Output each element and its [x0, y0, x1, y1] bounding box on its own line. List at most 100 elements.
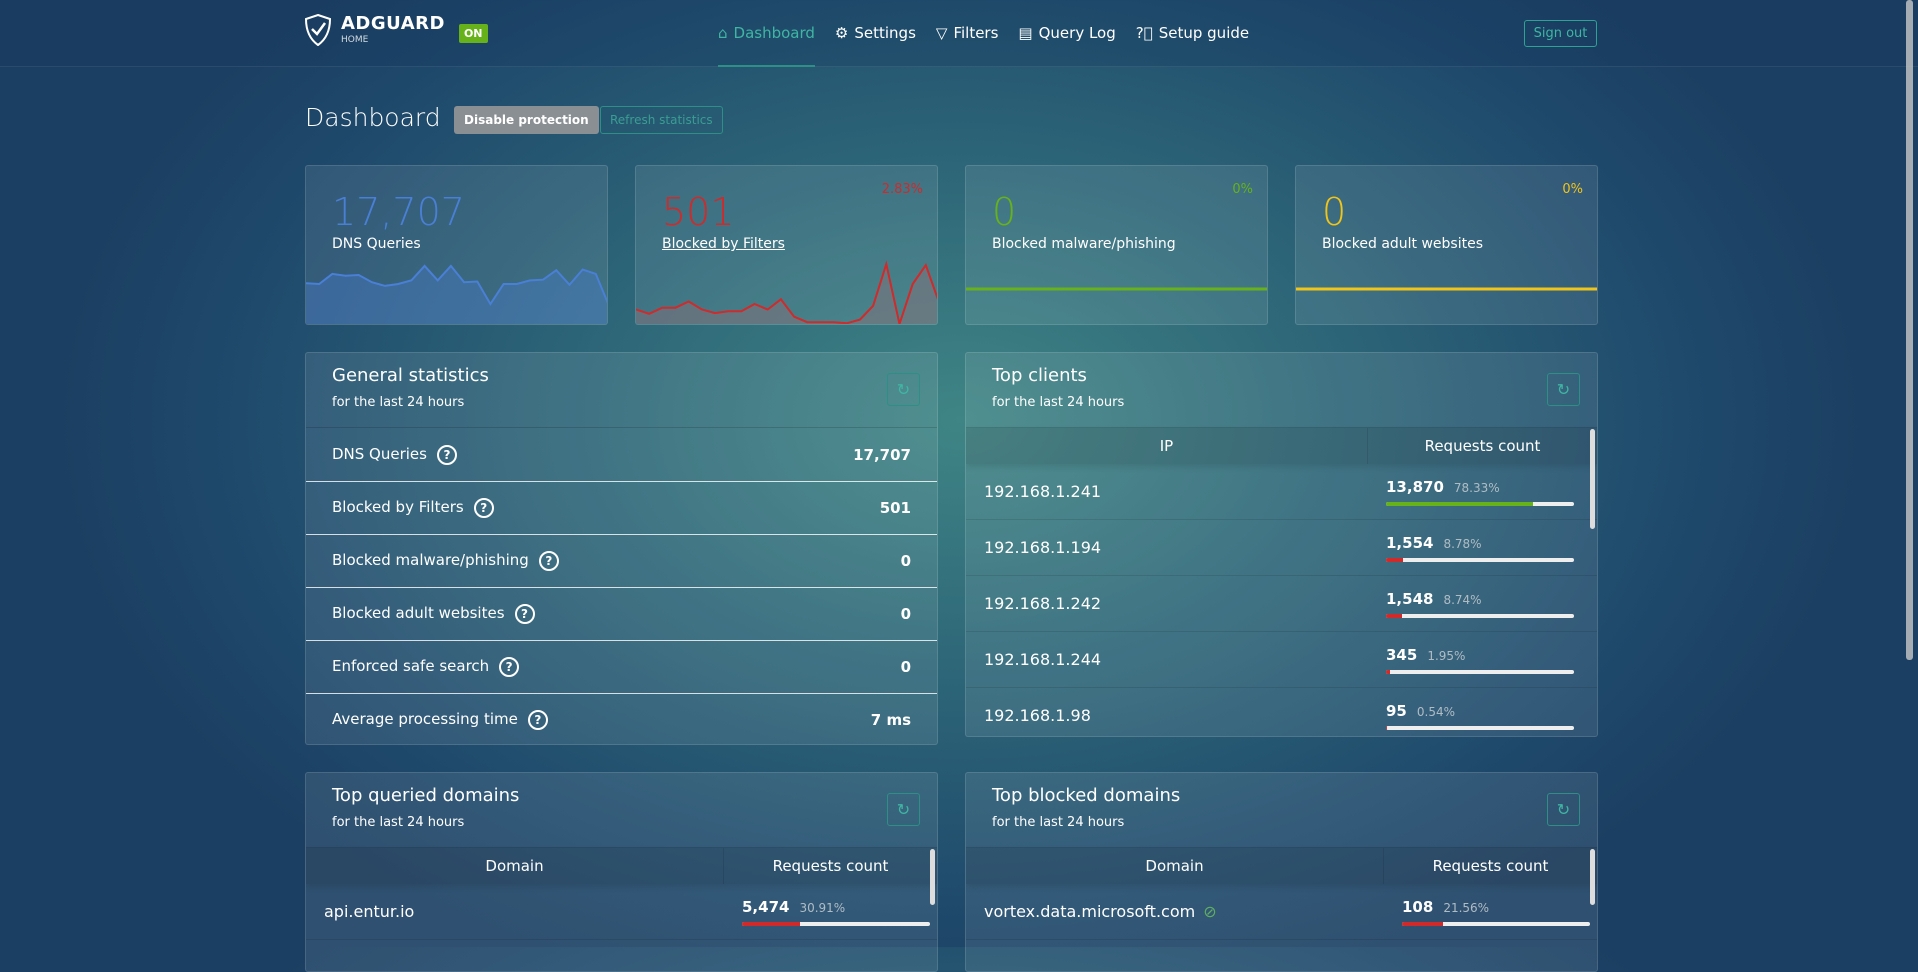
progress-bar	[1386, 613, 1574, 618]
progress-fill	[1386, 501, 1534, 506]
stat-label: Blocked adult websites	[332, 604, 505, 622]
nav-query-log[interactable]: ▤ Query Log	[1018, 24, 1115, 67]
request-count: 108 21.56%	[1384, 898, 1590, 926]
nav-filters[interactable]: ▽ Filters	[936, 24, 999, 67]
panel-subtitle: for the last 24 hours	[992, 395, 1125, 410]
filter-icon: ▽	[935, 24, 948, 42]
progress-bar	[1402, 921, 1590, 926]
refresh-statistics-button[interactable]: Refresh statistics	[600, 106, 723, 134]
progress-fill	[1386, 725, 1387, 730]
logo[interactable]: ADGUARD HOME ON	[305, 14, 488, 46]
request-count: 95 0.54%	[1368, 702, 1574, 730]
panel-title: General statistics	[332, 365, 489, 386]
card-label: Blocked malware/phishing	[992, 236, 1176, 252]
count-value: 1,548	[1386, 589, 1434, 608]
progress-fill	[742, 921, 801, 926]
row-key: 192.168.1.98	[966, 706, 1368, 725]
main-nav: ⌂ Dashboard ⚙ Settings ▽ Filters ▤ Query Log…	[718, 24, 1249, 67]
page-scrollbar[interactable]	[1906, 0, 1913, 660]
table-scrollbar[interactable]	[930, 849, 935, 905]
count-value: 95	[1386, 701, 1407, 720]
stat-label: Average processing time	[332, 710, 518, 728]
row-key: 192.168.1.244	[966, 650, 1368, 669]
table-row: 192.168.1.194 1,554 8.78%	[966, 520, 1597, 576]
row-key: vortex.data.microsoft.com ⊘	[966, 902, 1384, 921]
row-key-text[interactable]: api.entur.io	[324, 902, 415, 921]
help-icon[interactable]: ?	[473, 498, 494, 518]
sign-out-button[interactable]: Sign out	[1524, 20, 1597, 47]
progress-fill	[1386, 613, 1403, 618]
refresh-button[interactable]: ↻	[887, 373, 920, 406]
help-icon[interactable]: ?	[436, 444, 457, 465]
column-header[interactable]: Domain	[966, 848, 1384, 884]
row-key: 192.168.1.242	[966, 594, 1368, 613]
progress-fill	[1386, 669, 1390, 674]
refresh-button[interactable]: ↻	[887, 793, 920, 826]
count-percent: 21.56%	[1443, 900, 1490, 915]
count-percent: 78.33%	[1453, 480, 1500, 495]
stat-value: 0	[900, 658, 911, 676]
nav-label: Setup guide	[1158, 24, 1250, 42]
table-scrollbar[interactable]	[1590, 849, 1595, 905]
count-percent: 8.78%	[1443, 536, 1482, 551]
help-icon[interactable]: ?	[527, 710, 548, 730]
row-key-text: 192.168.1.241	[984, 482, 1102, 501]
column-header[interactable]: Requests count	[772, 857, 889, 875]
column-header[interactable]: Domain	[306, 848, 724, 884]
nav-setup-guide[interactable]: ?⃝ Setup guide	[1136, 24, 1249, 67]
question-icon: ?⃝	[1135, 24, 1153, 42]
stat-row: Blocked malware/phishing? 0	[306, 534, 937, 587]
refresh-button[interactable]: ↻	[1547, 373, 1580, 406]
progress-bar	[742, 921, 930, 926]
card-label: Blocked adult websites	[1322, 236, 1484, 252]
table-header: IP Requests count	[966, 428, 1597, 464]
refresh-icon: ↻	[896, 800, 911, 819]
table-row: 192.168.1.98 95 0.54%	[966, 688, 1597, 736]
table-row: 192.168.1.241 13,870 78.33%	[966, 464, 1597, 520]
table-scrollbar[interactable]	[1590, 429, 1595, 529]
progress-bar	[1386, 669, 1574, 674]
count-percent: 0.54%	[1416, 704, 1455, 719]
table-header: Domain Requests count	[306, 848, 937, 884]
row-key-text[interactable]: vortex.data.microsoft.com	[984, 902, 1196, 921]
page-title: Dashboard	[305, 103, 441, 132]
panel-subtitle: for the last 24 hours	[332, 815, 465, 830]
sparkline	[306, 264, 607, 324]
nav-label: Query Log	[1038, 24, 1116, 42]
column-header[interactable]: Requests count	[1424, 437, 1541, 455]
panel-title: Top clients	[992, 365, 1087, 386]
refresh-icon: ↻	[1556, 380, 1571, 399]
top-queried-domains-panel: Top queried domains for the last 24 hours…	[305, 772, 938, 972]
nav-dashboard[interactable]: ⌂ Dashboard	[718, 24, 815, 67]
refresh-button[interactable]: ↻	[1547, 793, 1580, 826]
help-icon[interactable]: ?	[514, 604, 535, 624]
stat-card: 0 Blocked malware/phishing 0%	[965, 165, 1268, 325]
sparkline	[636, 260, 937, 324]
stat-row: Blocked by Filters? 501	[306, 481, 937, 534]
disable-protection-button[interactable]: Disable protection	[454, 106, 599, 134]
card-label: DNS Queries	[332, 236, 421, 252]
panel-subtitle: for the last 24 hours	[992, 815, 1125, 830]
stat-value: 17,707	[853, 445, 911, 464]
nav-settings[interactable]: ⚙ Settings	[835, 24, 916, 67]
stat-label: DNS Queries	[332, 444, 427, 463]
row-key-text: 192.168.1.244	[984, 650, 1102, 669]
card-value: 0	[1322, 190, 1347, 234]
gear-icon: ⚙	[834, 24, 849, 42]
column-header[interactable]: Requests count	[1432, 857, 1549, 875]
card-percent: 2.83%	[881, 182, 923, 197]
count-percent: 8.74%	[1443, 592, 1482, 607]
progress-fill	[1386, 557, 1403, 562]
count-value: 5,474	[742, 897, 790, 916]
progress-bar	[1386, 557, 1574, 562]
sparkline	[966, 287, 1267, 291]
card-label[interactable]: Blocked by Filters	[662, 236, 785, 252]
card-value: 17,707	[332, 190, 465, 234]
hidden-eye-icon[interactable]: ⊘	[1203, 902, 1217, 921]
stat-row: Average processing time? 7 ms	[306, 693, 937, 744]
help-icon[interactable]: ?	[499, 657, 520, 677]
column-header[interactable]: IP	[966, 428, 1368, 464]
stat-label: Blocked malware/phishing	[332, 551, 529, 569]
document-icon: ▤	[1018, 24, 1033, 42]
help-icon[interactable]: ?	[538, 551, 559, 571]
